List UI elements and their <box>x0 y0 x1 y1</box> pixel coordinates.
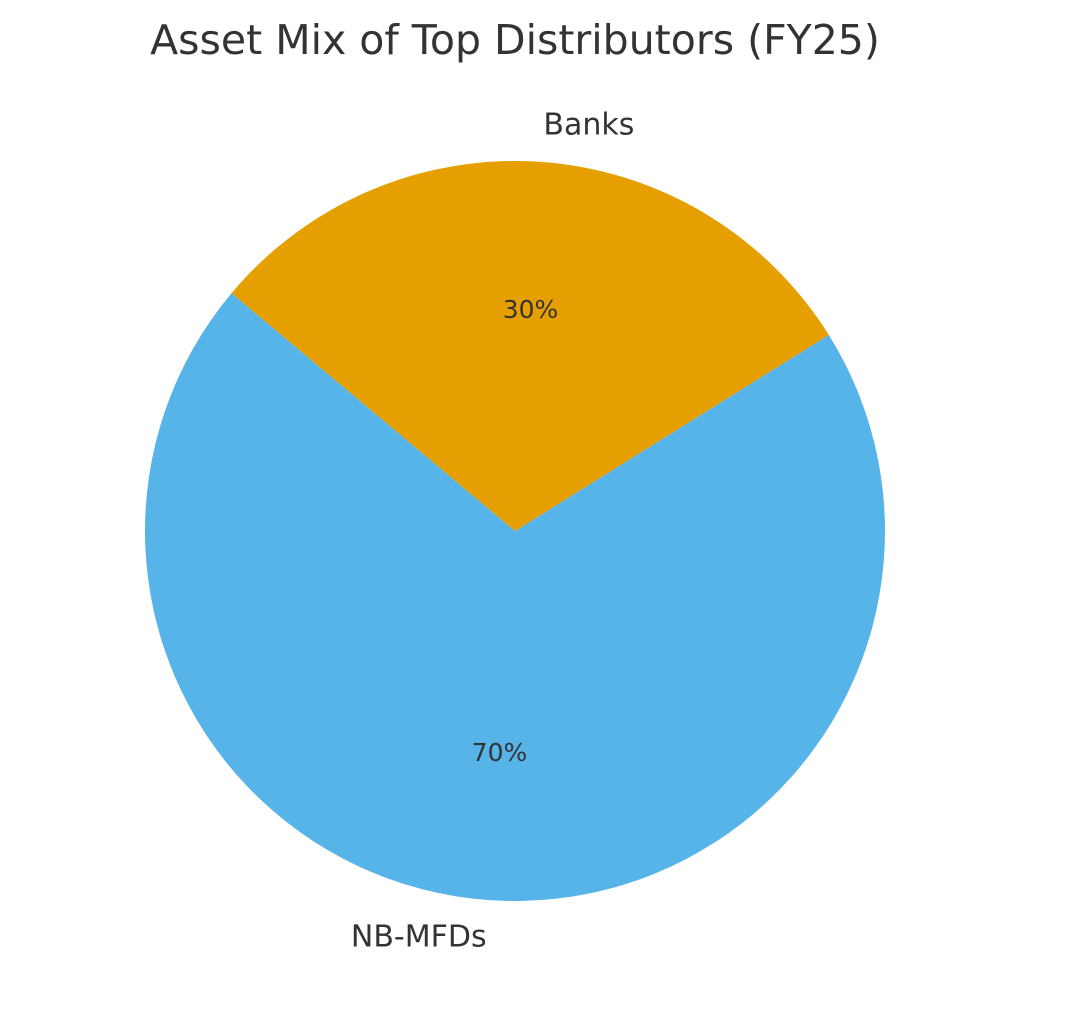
slice-percent-nb-mfds: 70% <box>472 738 528 767</box>
pie-labels: NB-MFDs 70% Banks 30% <box>351 107 634 954</box>
pie-slice-nb-mfds <box>145 293 886 902</box>
slice-label-banks: Banks <box>543 107 634 142</box>
chart-title: Asset Mix of Top Distributors (FY25) <box>150 16 880 64</box>
slice-label-nb-mfds: NB-MFDs <box>351 920 487 955</box>
slice-percent-banks: 30% <box>503 295 559 324</box>
pie-slice-banks <box>231 161 829 531</box>
pie-slices <box>145 161 886 902</box>
